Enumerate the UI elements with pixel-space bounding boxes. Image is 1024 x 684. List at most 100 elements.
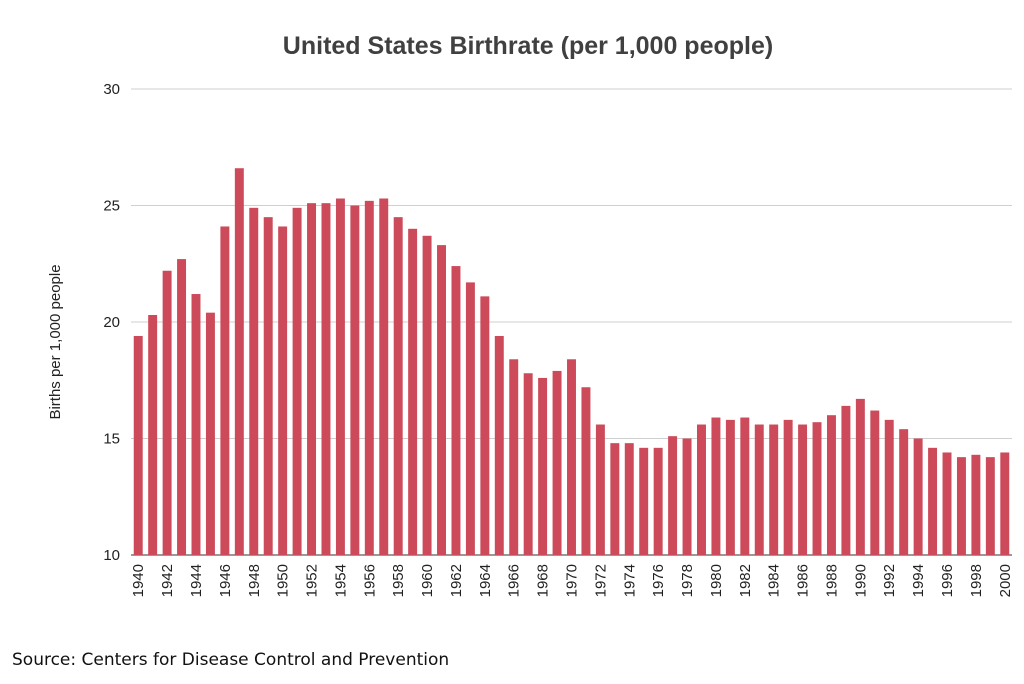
bar-1940	[133, 335, 143, 555]
x-tick-label: 1974	[621, 564, 638, 597]
x-tick-label: 1950	[275, 564, 292, 597]
bar-1975	[639, 447, 649, 555]
x-tick-label: 1996	[939, 564, 956, 597]
bar-1960	[422, 235, 432, 556]
x-tick-label: 1972	[592, 564, 609, 597]
bar-1947	[234, 168, 244, 555]
x-tick-label: 1952	[304, 564, 321, 597]
y-tick-label: 10	[103, 547, 120, 564]
x-tick-label: 1990	[852, 564, 869, 597]
bar-1979	[697, 424, 706, 555]
bar-1959	[408, 228, 418, 556]
bar-1991	[870, 410, 880, 555]
bar-1976	[653, 447, 663, 555]
bar-1980	[711, 417, 721, 555]
bar-1973	[610, 443, 620, 555]
x-tick-label: 1940	[130, 564, 147, 597]
x-tick-label: 1946	[217, 564, 234, 597]
x-tick-label: 1980	[708, 564, 725, 597]
x-tick-label: 1970	[564, 564, 581, 597]
y-axis-label: Births per 1,000 people	[47, 264, 64, 419]
x-tick-label: 1948	[246, 564, 263, 597]
bar-1993	[899, 429, 909, 555]
bar-1945	[205, 312, 215, 555]
bar-1968	[538, 377, 548, 555]
bar-1988	[826, 415, 836, 555]
x-tick-label: 1964	[477, 564, 494, 597]
y-tick-label: 30	[103, 81, 120, 98]
bar-1954	[335, 198, 345, 555]
bar-1949	[263, 217, 273, 555]
bar-1971	[581, 387, 591, 555]
y-tick-label: 25	[103, 198, 120, 215]
bar-1984	[769, 424, 779, 555]
x-tick-label: 1954	[332, 564, 349, 597]
bar-1997	[956, 457, 966, 555]
chart-title: United States Birthrate (per 1,000 peopl…	[283, 32, 773, 60]
bar-1967	[523, 373, 533, 555]
bar-1990	[855, 398, 865, 555]
bar-1983	[754, 424, 764, 555]
x-tick-label: 1998	[968, 564, 985, 597]
bar-1941	[148, 315, 158, 555]
bar-1996	[942, 452, 952, 555]
birthrate-bar-chart: United States Birthrate (per 1,000 peopl…	[47, 32, 1014, 597]
x-tick-label: 1966	[506, 564, 523, 597]
bar-1948	[249, 207, 259, 555]
x-tick-labels: 1940 1942 1944 1946 1948 1950 1952 1954 1956 1958…	[130, 564, 1014, 597]
bar-1963	[465, 282, 475, 555]
y-tick-label: 20	[103, 314, 120, 331]
x-tick-label: 1992	[881, 564, 898, 597]
bars	[133, 168, 1010, 556]
bar-1989	[841, 405, 851, 555]
x-tick-label: 1960	[419, 564, 436, 597]
bar-1977	[668, 436, 678, 555]
x-tick-label: 1958	[390, 564, 407, 597]
bar-1994	[913, 438, 923, 555]
bar-1999	[985, 457, 995, 555]
bar-1987	[812, 422, 822, 555]
bar-1955	[350, 205, 360, 555]
bar-1981	[725, 419, 735, 555]
x-tick-label: 1956	[361, 564, 378, 597]
bar-1957	[379, 198, 389, 555]
bar-1982	[740, 417, 750, 555]
bar-1951	[292, 207, 302, 555]
x-tick-label: 1988	[823, 564, 840, 597]
x-tick-label: 1982	[737, 564, 754, 597]
bar-1986	[798, 424, 808, 555]
bar-1966	[509, 359, 519, 555]
x-tick-label: 1962	[448, 564, 465, 597]
gridlines	[131, 88, 1012, 556]
y-tick-label: 15	[103, 431, 120, 448]
bar-1942	[162, 270, 172, 555]
bar-1962	[451, 266, 461, 555]
bar-1969	[552, 370, 562, 555]
x-tick-label: 1978	[679, 564, 696, 597]
y-tick-labels: 10 15 20 25 30	[103, 81, 120, 564]
bar-1974	[624, 443, 634, 555]
bar-1952	[307, 203, 317, 556]
bar-1944	[191, 294, 201, 555]
bar-1950	[278, 226, 288, 555]
bar-1995	[928, 447, 938, 555]
source-note: Source: Centers for Disease Control and …	[12, 650, 450, 670]
bar-1961	[437, 245, 446, 556]
bar-1998	[971, 454, 981, 555]
x-tick-label: 2000	[997, 564, 1014, 597]
bar-1970	[567, 359, 576, 555]
bar-1978	[682, 438, 692, 555]
x-tick-label: 1968	[535, 564, 552, 597]
bar-1943	[177, 259, 187, 555]
bar-1972	[595, 424, 605, 555]
x-tick-label: 1994	[910, 564, 927, 597]
bar-1964	[480, 296, 490, 555]
bar-1992	[884, 419, 894, 555]
bar-2000	[1000, 452, 1010, 555]
x-tick-label: 1942	[159, 564, 176, 597]
bar-1953	[321, 203, 331, 556]
bar-1956	[364, 200, 374, 555]
x-tick-label: 1986	[795, 564, 812, 597]
x-tick-label: 1984	[766, 564, 783, 597]
bar-1958	[393, 217, 403, 555]
